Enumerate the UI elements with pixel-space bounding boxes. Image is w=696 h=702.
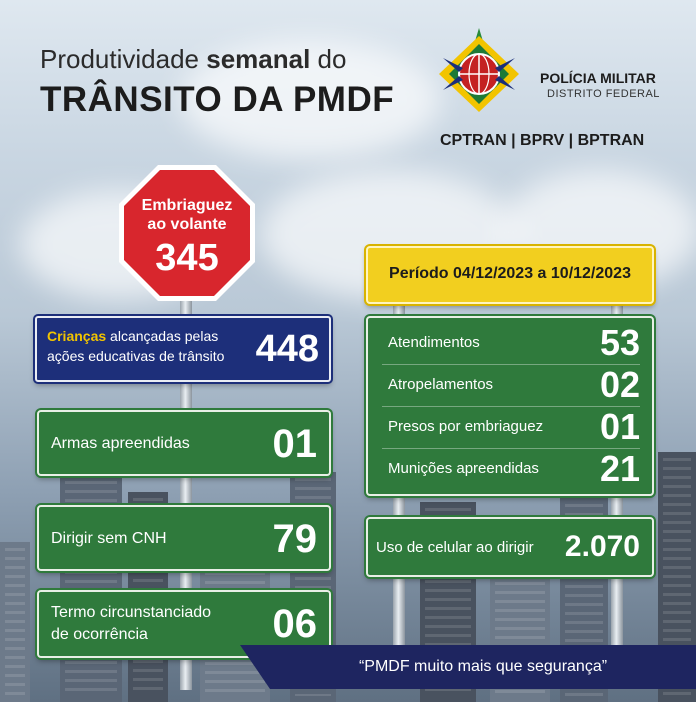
stat-label-line1: Termo circunstanciado [51,604,212,621]
stat-label-line2: de ocorrência [51,626,148,643]
stat-label: Atropelamentos [388,376,494,393]
stat-row-runovers: Atropelamentos 02 [382,364,640,407]
period-sign: Período 04/12/2023 a 10/12/2023 [366,246,654,304]
stat-row-attendances: Atendimentos 53 [382,322,640,365]
stat-value: 01 [599,406,640,447]
cloud [180,40,440,160]
stop-label-line1: Embriaguez [141,197,233,214]
pmdf-seal-icon [439,28,519,112]
stat-value: 21 [599,448,640,489]
children-sign: Crianças alcançadas pelas ações educativ… [35,316,331,382]
stat-label: Presos por embriaguez [388,418,544,435]
children-value: 448 [255,328,319,370]
stat-sign-no-license: Dirigir sem CNH 79 [37,505,331,571]
stat-row-ammunition: Munições apreendidas 21 [382,448,640,490]
org-name: POLÍCIA MILITAR [540,70,656,86]
units-line: CPTRAN | BPRV | BPTRAN [440,132,645,149]
stats-panel: Atendimentos 53 Atropelamentos 02 Presos… [366,316,654,496]
stop-value: 345 [155,237,219,279]
stat-label: Uso de celular ao dirigir [376,539,534,556]
stat-label: Munições apreendidas [388,460,539,477]
stat-value: 53 [599,322,640,363]
stat-label: Dirigir sem CNH [51,530,167,547]
stat-row-drunk-arrests: Presos por embriaguez 01 [382,406,640,449]
children-label-line1: Crianças alcançadas pelas [47,328,219,344]
title-line1: Produtividade semanal do [40,44,347,74]
stat-label: Atendimentos [388,334,480,351]
stat-sign-cellphone: Uso de celular ao dirigir 2.070 [366,517,654,577]
stop-sign-icon [119,165,255,301]
org-subtitle: DISTRITO FEDERAL [547,88,660,100]
stat-value: 79 [272,517,318,561]
slogan-banner: “PMDF muito mais que segurança” [240,645,696,689]
stat-value: 01 [272,422,318,466]
building [0,542,30,702]
stat-value: 06 [272,602,318,646]
page-title: TRÂNSITO DA PMDF [40,80,395,119]
stop-label-line2: ao volante [147,216,227,233]
stat-sign-weapons: Armas apreendidas 01 [37,410,331,476]
stat-value: 02 [599,364,640,405]
stat-value: 2.070 [564,530,640,563]
children-label-line2: ações educativas de trânsito [47,348,225,364]
stat-label: Armas apreendidas [51,435,190,452]
slogan-text: “PMDF muito mais que segurança” [358,658,608,675]
period-text: Período 04/12/2023 a 10/12/2023 [389,265,631,282]
